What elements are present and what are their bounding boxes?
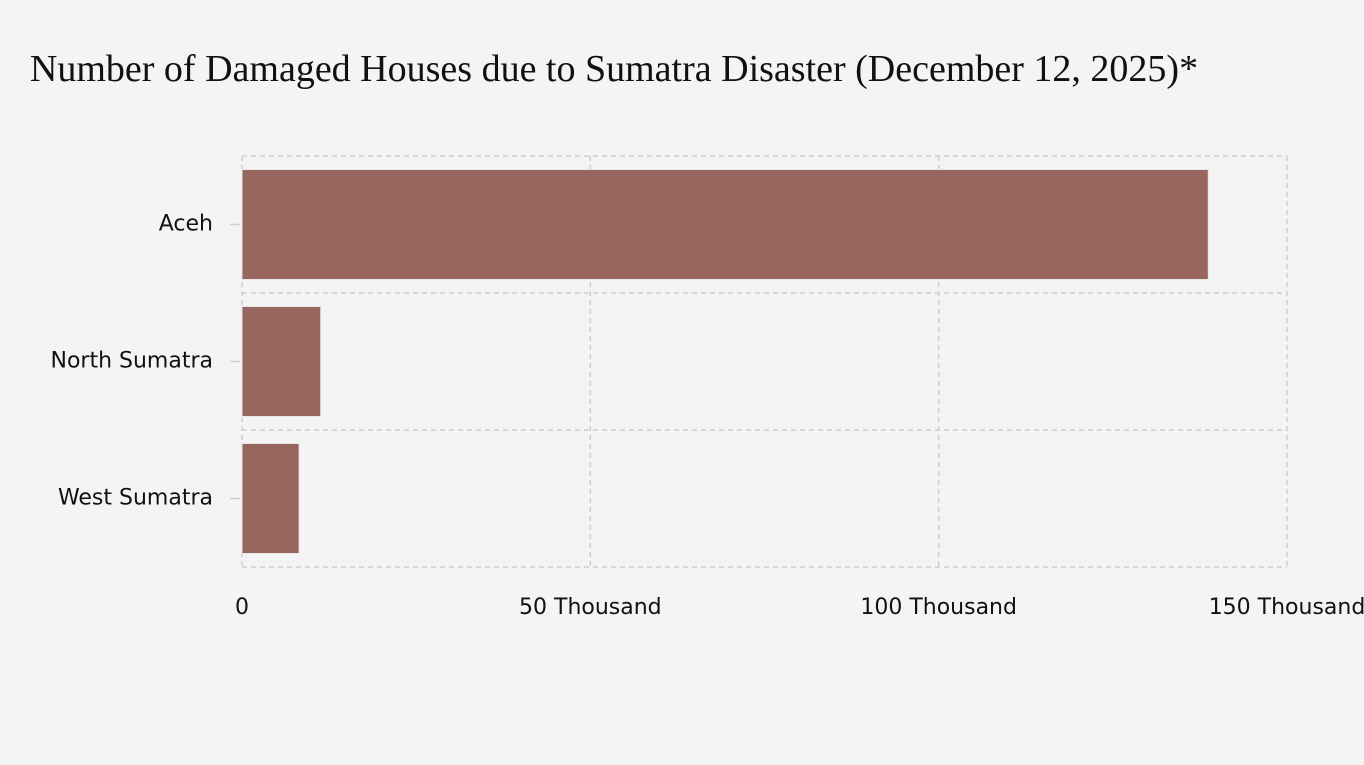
y-tick-label: West Sumatra: [58, 486, 213, 511]
bar: [241, 306, 322, 417]
y-tick-label: North Sumatra: [51, 349, 214, 374]
chart-title: Number of Damaged Houses due to Sumatra …: [29, 48, 1199, 90]
x-tick-label: 0: [235, 595, 249, 620]
x-tick-label: 100 Thousand: [860, 595, 1017, 620]
x-tick-label: 50 Thousand: [519, 595, 662, 620]
y-tick-label: Aceh: [159, 212, 213, 237]
bar: [241, 169, 1209, 280]
x-tick-label: 150 Thousand: [1209, 595, 1364, 620]
bar: [241, 443, 300, 554]
